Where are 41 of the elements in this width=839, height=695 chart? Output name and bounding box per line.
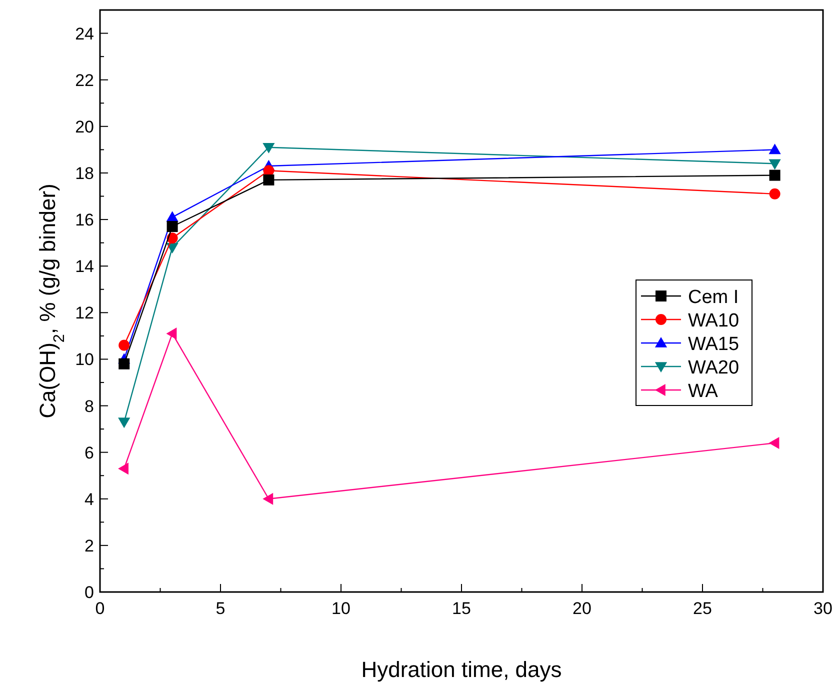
point — [262, 492, 274, 505]
point — [263, 174, 274, 186]
legend-label: WA15 — [688, 334, 740, 355]
y-tick-label: 8 — [84, 396, 94, 416]
y-tick-label: 0 — [84, 583, 94, 602]
x-axis-title: Hydration time, days — [361, 657, 562, 682]
point — [768, 144, 781, 154]
legend-label: WA — [688, 381, 718, 402]
point — [769, 188, 780, 200]
y-tick-label: 16 — [75, 210, 94, 230]
point — [166, 221, 178, 232]
y-tick-label: 10 — [75, 350, 94, 370]
y-tick-label: 6 — [84, 443, 94, 462]
point — [262, 142, 275, 154]
y-tick-label: 2 — [84, 536, 94, 556]
point — [118, 462, 128, 475]
point — [166, 232, 178, 244]
point — [118, 418, 130, 428]
x-tick-label: 15 — [452, 599, 471, 618]
point — [118, 340, 130, 351]
y-tick-label: 18 — [75, 164, 94, 183]
x-tick-label: 25 — [693, 599, 712, 618]
legend-label: WA10 — [688, 310, 740, 332]
point — [768, 159, 781, 170]
point — [769, 170, 780, 181]
y-tick-label: 20 — [75, 117, 94, 136]
x-tick-label: 5 — [216, 599, 226, 618]
point — [166, 211, 178, 222]
y-tick-label: 14 — [75, 257, 94, 276]
legend-label: Cem I — [688, 287, 739, 308]
legend-label: WA20 — [688, 358, 740, 378]
x-tick-label: 10 — [332, 599, 350, 618]
y-tick-label: 4 — [84, 490, 94, 509]
point — [166, 328, 177, 340]
point — [118, 358, 130, 370]
x-tick-label: 20 — [572, 599, 592, 618]
y-tick-label: 24 — [75, 24, 94, 44]
point — [768, 436, 780, 450]
x-tick-label: 30 — [814, 599, 832, 618]
y-tick-label: 22 — [75, 70, 94, 90]
y-tick-label: 12 — [75, 304, 94, 323]
